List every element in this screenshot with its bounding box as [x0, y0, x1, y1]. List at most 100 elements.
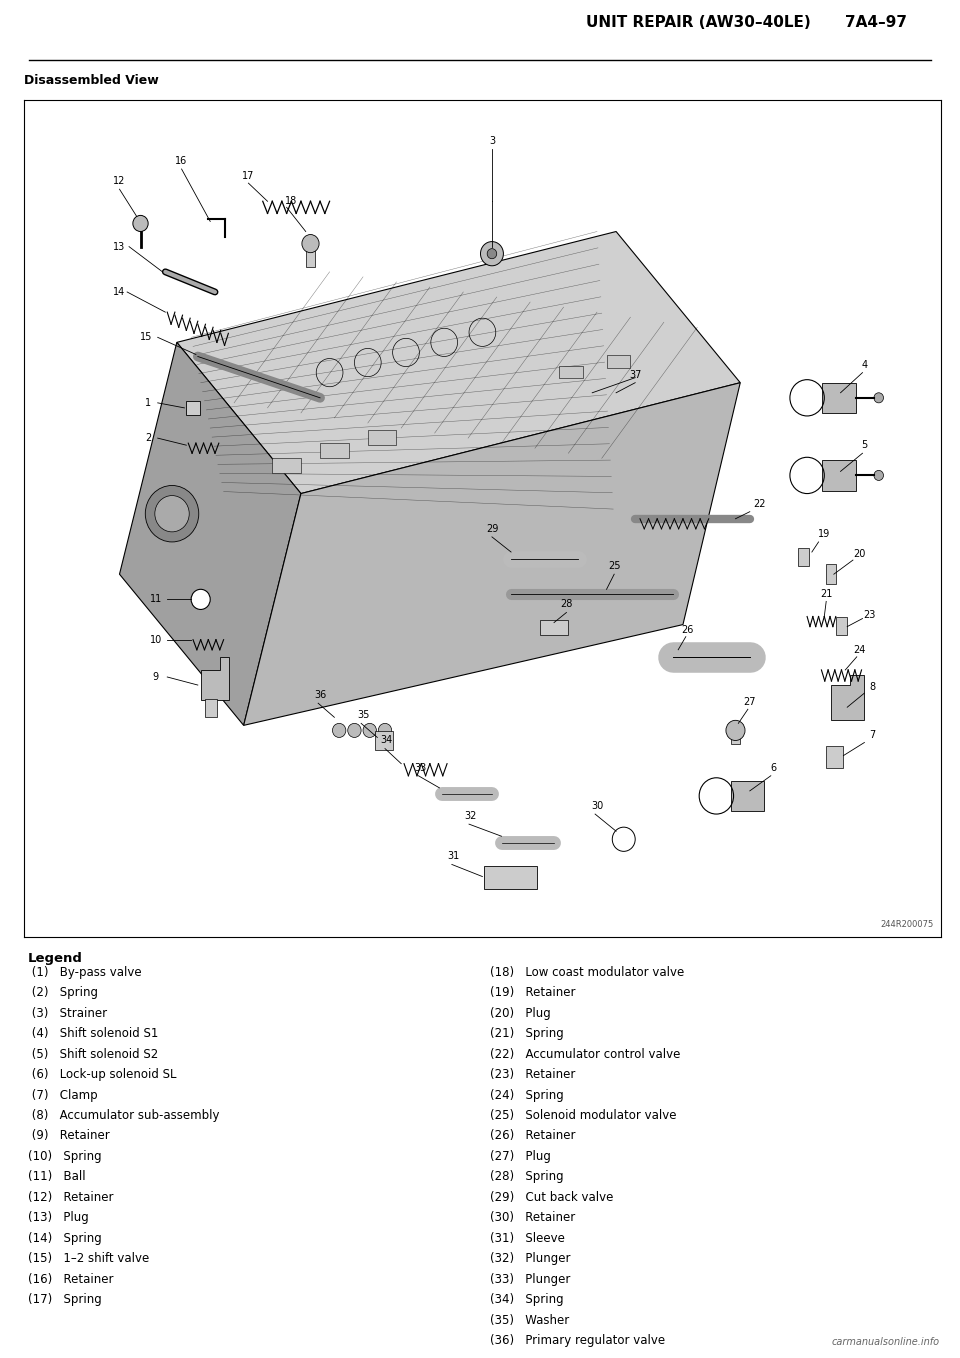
Circle shape — [301, 235, 319, 253]
Text: 31: 31 — [447, 851, 460, 861]
Bar — [823, 460, 855, 490]
Text: (26)   Retainer: (26) Retainer — [490, 1130, 575, 1142]
Text: (12)   Retainer: (12) Retainer — [28, 1191, 113, 1205]
Text: (6)   Lock-up solenoid SL: (6) Lock-up solenoid SL — [28, 1069, 177, 1081]
Circle shape — [874, 392, 883, 403]
Text: 24: 24 — [853, 645, 866, 655]
Text: 32: 32 — [465, 811, 477, 822]
Circle shape — [481, 242, 503, 266]
Text: 35: 35 — [357, 710, 370, 720]
Text: (30)   Retainer: (30) Retainer — [490, 1211, 575, 1225]
Text: 33: 33 — [414, 763, 426, 773]
Text: (21)   Spring: (21) Spring — [490, 1027, 564, 1040]
Text: (36)   Primary regulator valve: (36) Primary regulator valve — [490, 1334, 665, 1347]
Circle shape — [191, 589, 210, 610]
Bar — [731, 731, 740, 744]
Text: (2)   Spring: (2) Spring — [28, 986, 98, 999]
Text: (19)   Retainer: (19) Retainer — [490, 986, 575, 999]
Text: (14)   Spring: (14) Spring — [28, 1232, 102, 1245]
Text: 5: 5 — [861, 440, 868, 451]
Text: (31)   Sleeve: (31) Sleeve — [490, 1232, 564, 1245]
Bar — [368, 430, 396, 445]
Polygon shape — [177, 231, 740, 493]
Text: (9)   Retainer: (9) Retainer — [28, 1130, 109, 1142]
Text: 8: 8 — [869, 682, 876, 693]
Text: (5)   Shift solenoid S2: (5) Shift solenoid S2 — [28, 1047, 158, 1061]
Text: 13: 13 — [113, 242, 126, 251]
Text: 1: 1 — [145, 398, 152, 407]
Text: (13)   Plug: (13) Plug — [28, 1211, 88, 1225]
Text: 30: 30 — [590, 801, 603, 811]
Text: (25)   Solenoid modulator valve: (25) Solenoid modulator valve — [490, 1109, 677, 1122]
Text: 34: 34 — [381, 736, 393, 746]
Text: carmanualsonline.info: carmanualsonline.info — [832, 1338, 940, 1347]
Circle shape — [363, 724, 376, 737]
Text: (32)   Plunger: (32) Plunger — [490, 1252, 570, 1266]
Bar — [205, 699, 217, 717]
Text: 10: 10 — [150, 634, 162, 645]
Text: 11: 11 — [150, 595, 162, 604]
Text: (4)   Shift solenoid S1: (4) Shift solenoid S1 — [28, 1027, 158, 1040]
Text: 22: 22 — [753, 498, 766, 509]
Circle shape — [332, 724, 346, 737]
Text: 28: 28 — [561, 599, 572, 610]
Text: 14: 14 — [113, 287, 126, 297]
Text: 26: 26 — [682, 625, 694, 634]
Text: (20)   Plug: (20) Plug — [490, 1006, 551, 1020]
Bar — [273, 458, 300, 474]
Text: (8)   Accumulator sub-assembly: (8) Accumulator sub-assembly — [28, 1109, 220, 1122]
Bar — [305, 244, 315, 266]
Text: 2: 2 — [145, 433, 152, 443]
Text: 3: 3 — [489, 136, 495, 145]
Bar — [540, 619, 568, 634]
Bar — [484, 866, 537, 888]
Text: 25: 25 — [608, 561, 620, 572]
Circle shape — [348, 724, 361, 737]
Circle shape — [487, 249, 496, 259]
Bar — [559, 365, 583, 378]
Polygon shape — [201, 657, 229, 701]
Text: 7: 7 — [869, 731, 876, 740]
Text: (22)   Accumulator control valve: (22) Accumulator control valve — [490, 1047, 681, 1061]
Text: (35)   Washer: (35) Washer — [490, 1313, 569, 1327]
Text: 244R200075: 244R200075 — [880, 919, 933, 929]
Text: 37: 37 — [629, 369, 641, 380]
Text: (16)   Retainer: (16) Retainer — [28, 1272, 113, 1286]
Text: 7A4–97: 7A4–97 — [845, 15, 907, 30]
Text: UNIT REPAIR (AW30–40LE): UNIT REPAIR (AW30–40LE) — [586, 15, 810, 30]
Text: 36: 36 — [314, 690, 326, 701]
Bar — [798, 549, 809, 566]
Circle shape — [155, 496, 189, 532]
Circle shape — [378, 724, 392, 737]
Circle shape — [132, 216, 148, 231]
Text: (29)   Cut back valve: (29) Cut back valve — [490, 1191, 613, 1205]
Text: 16: 16 — [176, 156, 188, 166]
Text: 23: 23 — [863, 610, 876, 619]
Circle shape — [874, 470, 883, 481]
Text: (23)   Retainer: (23) Retainer — [490, 1069, 575, 1081]
Text: 20: 20 — [853, 549, 866, 559]
Text: (17)   Spring: (17) Spring — [28, 1293, 102, 1306]
Bar — [320, 443, 348, 458]
Text: (11)   Ball: (11) Ball — [28, 1171, 85, 1183]
Bar — [823, 383, 855, 413]
Text: (10)   Spring: (10) Spring — [28, 1150, 102, 1162]
Text: 18: 18 — [285, 197, 298, 206]
Text: 29: 29 — [486, 524, 498, 534]
Polygon shape — [244, 383, 740, 725]
Text: (1)   By-pass valve: (1) By-pass valve — [28, 966, 142, 979]
Text: (33)   Plunger: (33) Plunger — [490, 1272, 570, 1286]
Text: 21: 21 — [820, 589, 832, 599]
Bar — [607, 356, 631, 368]
Text: (34)   Spring: (34) Spring — [490, 1293, 564, 1306]
Polygon shape — [831, 675, 864, 720]
Text: (15)   1–2 shift valve: (15) 1–2 shift valve — [28, 1252, 149, 1266]
Text: (28)   Spring: (28) Spring — [490, 1171, 564, 1183]
Text: Legend: Legend — [28, 952, 83, 964]
Polygon shape — [119, 342, 300, 725]
Text: 9: 9 — [153, 672, 158, 682]
Text: (7)   Clamp: (7) Clamp — [28, 1089, 98, 1101]
Text: 27: 27 — [744, 697, 756, 708]
Text: 4: 4 — [861, 360, 868, 369]
Text: 12: 12 — [113, 177, 126, 186]
